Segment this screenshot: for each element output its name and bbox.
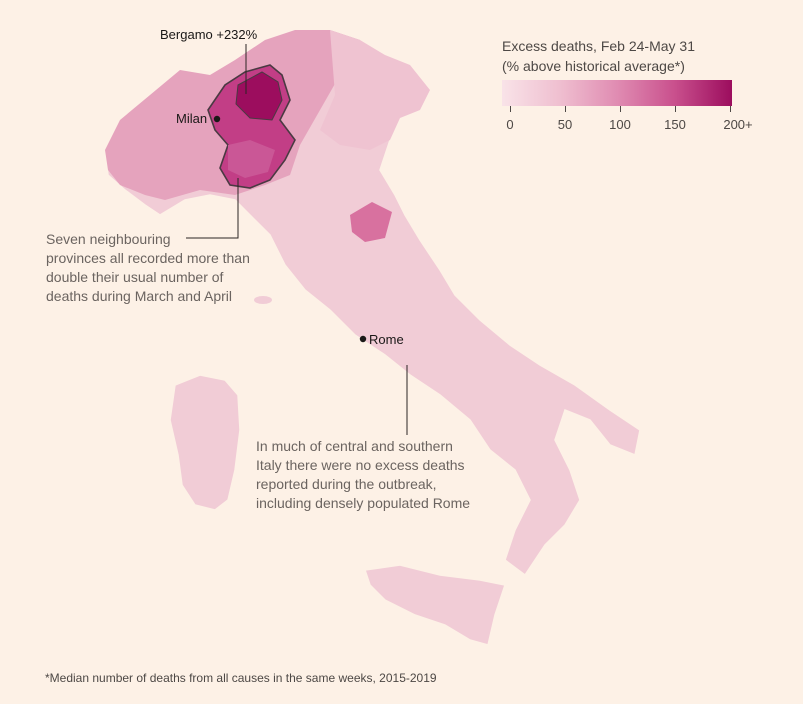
bergamo-province <box>235 71 283 121</box>
elba-island <box>254 296 272 304</box>
legend-title-line1: Excess deaths, Feb 24-May 31 <box>502 38 695 54</box>
north-annotation: Seven neighbouring provinces all recorde… <box>46 230 250 306</box>
rome-label: Rome <box>369 332 404 347</box>
central-hotspot <box>350 202 392 242</box>
annotation-line: including densely populated Rome <box>256 495 471 511</box>
annotation-line: In much of central and southern <box>256 438 453 454</box>
rome-dot <box>359 335 367 343</box>
annotation-line: provinces all recorded more than <box>46 250 250 266</box>
legend-tick-mark <box>620 106 621 112</box>
sicily <box>364 564 506 646</box>
legend-tick-label: 50 <box>557 117 573 132</box>
legend-title-line2: (% above historical average*) <box>502 58 685 74</box>
legend-tick-label: 100 <box>609 117 631 132</box>
sardinia <box>169 374 241 511</box>
legend-tick-mark <box>510 106 511 112</box>
northeast-regions <box>320 30 430 150</box>
milan-label: Milan <box>176 111 208 126</box>
legend-tick-mark <box>675 106 676 112</box>
footnote: *Median number of deaths from all causes… <box>45 671 437 685</box>
annotation-line: Italy there were no excess deaths <box>256 457 465 473</box>
annotation-line: reported during the outbreak, <box>256 476 437 492</box>
annotation-line: Seven neighbouring <box>46 231 171 247</box>
legend-tick-label: 200+ <box>723 117 753 132</box>
annotation-line: deaths during March and April <box>46 288 232 304</box>
lombardy-inner <box>228 140 275 178</box>
milan-dot <box>213 115 221 123</box>
bergamo-label: Bergamo +232% <box>160 27 258 42</box>
legend-color-bar <box>502 80 732 106</box>
legend-tick-label: 150 <box>664 117 686 132</box>
annotation-line: double their usual number of <box>46 269 224 285</box>
north-leader <box>186 178 239 239</box>
legend-tick-mark <box>730 106 731 112</box>
legend-title: Excess deaths, Feb 24-May 31 (% above hi… <box>502 36 695 76</box>
legend-tick-mark <box>565 106 566 112</box>
legend-tick-label: 0 <box>506 117 514 132</box>
south-annotation: In much of central and southern Italy th… <box>256 437 470 513</box>
